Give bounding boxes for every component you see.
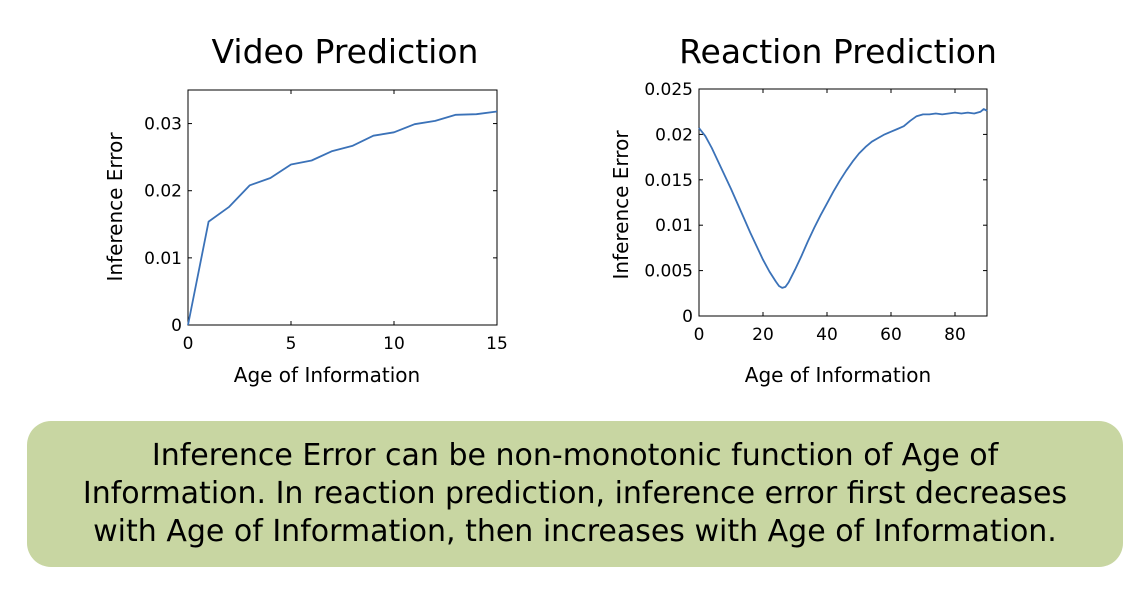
x-tick-label: 40 (816, 325, 838, 345)
y-axis-label: Inference Error (103, 132, 127, 282)
y-tick-label: 0.005 (644, 262, 693, 282)
tick-group: 0 5 10 15 0 0.01 0.02 0.03 (144, 90, 508, 354)
charts-figure: Video Prediction 0 5 10 15 0 0.01 0.02 0.03 Age… (103, 32, 997, 387)
tick-group: 0 20 40 60 80 0 0.005 0.01 0.015 0.02 0.025 (644, 80, 987, 345)
x-tick-label: 20 (752, 325, 774, 345)
y-tick-label: 0.01 (655, 216, 693, 236)
series-line (698, 108, 988, 289)
x-tick-label: 60 (880, 325, 902, 345)
y-tick-label: 0.02 (144, 182, 182, 202)
y-tick-label: 0.025 (644, 80, 693, 100)
video-prediction-chart: Video Prediction 0 5 10 15 0 0.01 0.02 0.03 Age… (103, 32, 508, 387)
plot-area-frame (187, 89, 498, 326)
y-tick-label: 0.02 (655, 125, 693, 145)
callout-box: Inference Error can be non-monotonic fun… (27, 421, 1123, 567)
x-axis-label: Age of Information (234, 363, 420, 387)
chart-title: Video Prediction (212, 32, 479, 71)
y-tick-label: 0.015 (644, 171, 693, 191)
x-tick-label: 0 (183, 334, 194, 354)
x-tick-label: 0 (694, 325, 705, 345)
plot-area-frame (698, 88, 988, 317)
y-tick-label: 0.03 (144, 115, 182, 135)
reaction-prediction-chart: Reaction Prediction 0 20 40 60 8000.0050.010… (609, 32, 997, 387)
x-tick-label: 15 (486, 334, 508, 354)
y-tick-label: 0 (171, 316, 182, 336)
y-tick-label: 0.01 (144, 249, 182, 269)
x-tick-label: 10 (383, 334, 405, 354)
y-axis-label: Inference Error (609, 130, 633, 280)
callout-text: Inference Error can be non-monotonic fun… (82, 438, 1068, 549)
chart-title: Reaction Prediction (679, 32, 997, 71)
x-axis-label: Age of Information (745, 363, 931, 387)
y-tick-label: 0 (682, 307, 693, 327)
x-tick-label: 5 (286, 334, 297, 354)
x-tick-label: 80 (944, 325, 966, 345)
series-line (187, 110, 498, 326)
